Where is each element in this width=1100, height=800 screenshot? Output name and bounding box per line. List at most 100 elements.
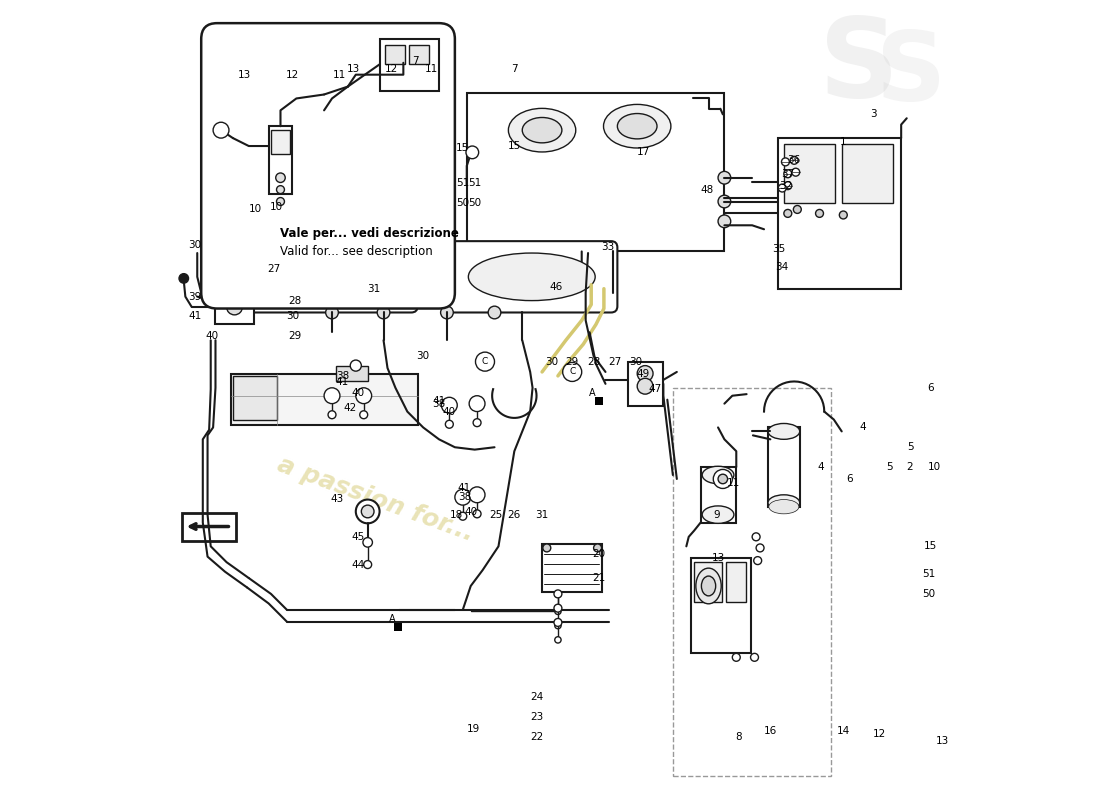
Text: 39: 39 xyxy=(188,292,201,302)
Circle shape xyxy=(466,146,478,158)
Circle shape xyxy=(594,544,602,552)
Text: 48: 48 xyxy=(701,185,714,194)
Circle shape xyxy=(839,211,847,219)
Bar xyxy=(779,138,901,289)
Circle shape xyxy=(713,470,733,489)
Circle shape xyxy=(361,505,374,518)
Text: 14: 14 xyxy=(837,726,850,736)
Text: 40: 40 xyxy=(464,507,477,518)
Text: 4: 4 xyxy=(860,422,867,433)
Circle shape xyxy=(790,156,799,164)
Text: 30: 30 xyxy=(286,311,299,322)
Text: 13: 13 xyxy=(936,735,949,746)
Text: 30: 30 xyxy=(629,357,642,366)
Text: 10: 10 xyxy=(249,205,262,214)
Circle shape xyxy=(350,360,361,371)
Circle shape xyxy=(469,487,485,502)
Text: S: S xyxy=(876,28,946,121)
Text: 29: 29 xyxy=(565,357,579,366)
Text: 51: 51 xyxy=(922,569,935,579)
Circle shape xyxy=(488,306,501,319)
Text: S: S xyxy=(820,14,899,120)
Text: 29: 29 xyxy=(288,331,301,342)
Text: 6: 6 xyxy=(846,474,852,484)
Text: 10: 10 xyxy=(270,202,283,212)
Bar xyxy=(379,39,439,90)
Text: A: A xyxy=(388,614,395,624)
Text: 20: 20 xyxy=(593,550,606,559)
Ellipse shape xyxy=(702,466,734,484)
Bar xyxy=(628,362,663,406)
Text: 28: 28 xyxy=(587,357,601,366)
Circle shape xyxy=(554,608,561,614)
Text: 16: 16 xyxy=(763,726,777,736)
Circle shape xyxy=(276,186,285,194)
Text: 27: 27 xyxy=(267,264,280,274)
Text: 28: 28 xyxy=(288,295,301,306)
Bar xyxy=(268,126,293,194)
Text: 50: 50 xyxy=(469,198,482,208)
Text: 5: 5 xyxy=(886,462,892,472)
Circle shape xyxy=(815,210,824,218)
Text: Vale per... vedi descrizione: Vale per... vedi descrizione xyxy=(280,226,460,240)
Bar xyxy=(216,289,253,324)
Bar xyxy=(271,130,290,154)
Ellipse shape xyxy=(769,499,799,514)
Text: Valid for... see description: Valid for... see description xyxy=(280,245,433,258)
Circle shape xyxy=(554,604,562,612)
Text: 11: 11 xyxy=(727,478,740,488)
Ellipse shape xyxy=(768,423,800,439)
Text: 30: 30 xyxy=(188,240,201,250)
Text: 15: 15 xyxy=(456,143,470,154)
Circle shape xyxy=(469,396,485,411)
Text: 44: 44 xyxy=(352,559,365,570)
Bar xyxy=(409,45,429,64)
Text: 37: 37 xyxy=(781,169,794,178)
Circle shape xyxy=(793,206,801,214)
Circle shape xyxy=(792,168,800,176)
Text: 11: 11 xyxy=(333,70,346,80)
Text: 27: 27 xyxy=(608,357,622,366)
Text: 32: 32 xyxy=(780,181,793,190)
Circle shape xyxy=(750,654,759,662)
Text: 35: 35 xyxy=(772,244,785,254)
Bar xyxy=(466,93,725,251)
Text: 34: 34 xyxy=(776,262,789,272)
Ellipse shape xyxy=(702,576,716,596)
Circle shape xyxy=(563,362,582,382)
Circle shape xyxy=(475,352,495,371)
Text: 15: 15 xyxy=(508,141,521,151)
Text: 31: 31 xyxy=(536,510,549,520)
Circle shape xyxy=(455,490,471,505)
Circle shape xyxy=(324,388,340,404)
Circle shape xyxy=(328,410,336,418)
FancyBboxPatch shape xyxy=(447,241,617,313)
Circle shape xyxy=(718,171,730,184)
Text: 17: 17 xyxy=(637,147,650,158)
Ellipse shape xyxy=(696,568,722,604)
Bar xyxy=(784,144,835,203)
Circle shape xyxy=(363,538,373,547)
Text: 9: 9 xyxy=(713,510,719,520)
Text: 45: 45 xyxy=(352,532,365,542)
Circle shape xyxy=(441,398,458,413)
Text: 13: 13 xyxy=(712,554,725,563)
Text: 38: 38 xyxy=(458,492,471,502)
Circle shape xyxy=(554,590,562,598)
Text: 22: 22 xyxy=(530,731,543,742)
Ellipse shape xyxy=(508,108,575,152)
Text: 13: 13 xyxy=(239,70,252,80)
Ellipse shape xyxy=(268,253,395,301)
Text: 1: 1 xyxy=(840,137,847,147)
Text: 12: 12 xyxy=(872,730,886,739)
Circle shape xyxy=(756,544,764,552)
Circle shape xyxy=(718,215,730,228)
Text: 42: 42 xyxy=(343,402,356,413)
Circle shape xyxy=(179,274,188,283)
Text: 41: 41 xyxy=(336,378,349,387)
FancyBboxPatch shape xyxy=(201,23,455,309)
Ellipse shape xyxy=(604,105,671,148)
Text: 46: 46 xyxy=(550,282,563,292)
Text: 30: 30 xyxy=(417,351,430,361)
Circle shape xyxy=(473,510,481,518)
